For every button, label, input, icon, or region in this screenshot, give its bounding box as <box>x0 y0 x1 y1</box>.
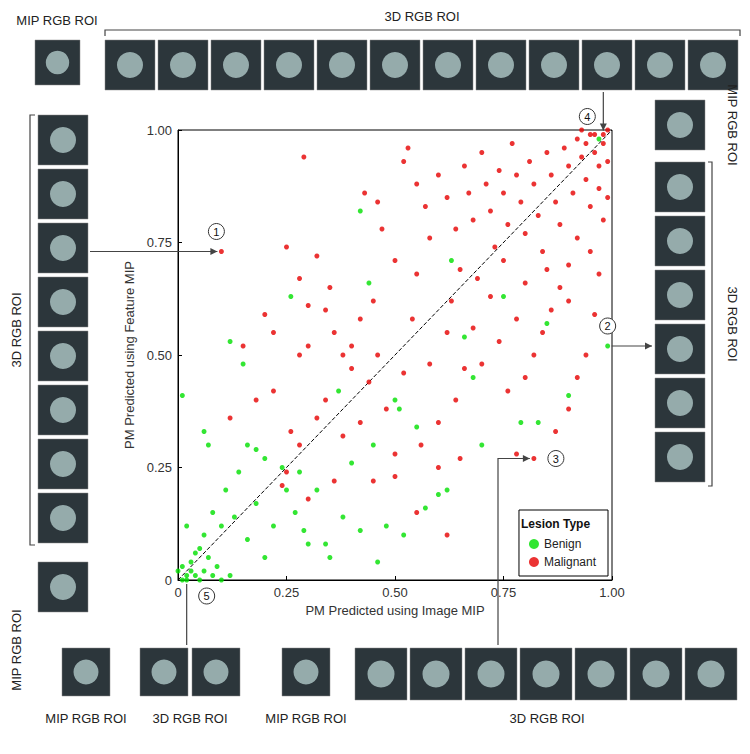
svg-text:MIP RGB ROI: MIP RGB ROI <box>45 711 126 726</box>
svg-text:Benign: Benign <box>544 537 581 551</box>
svg-text:3D RGB ROI: 3D RGB ROI <box>9 292 24 367</box>
svg-text:0.25: 0.25 <box>274 585 299 600</box>
svg-text:5: 5 <box>204 590 210 602</box>
svg-text:1.00: 1.00 <box>147 123 172 138</box>
svg-text:MIP RGB ROI: MIP RGB ROI <box>725 84 740 165</box>
svg-text:0.50: 0.50 <box>382 585 407 600</box>
svg-text:MIP RGB ROI: MIP RGB ROI <box>9 609 24 690</box>
svg-text:PM Predicted using Feature MIP: PM Predicted using Feature MIP <box>122 261 137 449</box>
svg-text:0: 0 <box>174 585 181 600</box>
svg-text:0: 0 <box>165 573 172 588</box>
svg-text:3: 3 <box>553 453 559 465</box>
svg-text:3D RGB ROI: 3D RGB ROI <box>152 711 227 726</box>
svg-text:3D RGB ROI: 3D RGB ROI <box>725 286 740 361</box>
svg-text:1: 1 <box>213 226 219 238</box>
svg-text:0.75: 0.75 <box>491 585 516 600</box>
svg-text:1.00: 1.00 <box>599 585 624 600</box>
svg-text:Malignant: Malignant <box>544 555 597 569</box>
svg-text:3D RGB ROI: 3D RGB ROI <box>384 9 459 24</box>
svg-text:4: 4 <box>584 111 590 123</box>
svg-text:Lesion Type: Lesion Type <box>521 517 590 531</box>
svg-text:0.75: 0.75 <box>147 235 172 250</box>
svg-text:PM Predicted using Image MIP: PM Predicted using Image MIP <box>305 603 484 618</box>
svg-text:0.50: 0.50 <box>147 348 172 363</box>
svg-text:MIP RGB ROI: MIP RGB ROI <box>16 13 97 28</box>
svg-text:3D RGB ROI: 3D RGB ROI <box>509 711 584 726</box>
svg-text:MIP RGB ROI: MIP RGB ROI <box>265 711 346 726</box>
svg-text:2: 2 <box>605 320 611 332</box>
svg-text:0.25: 0.25 <box>147 460 172 475</box>
